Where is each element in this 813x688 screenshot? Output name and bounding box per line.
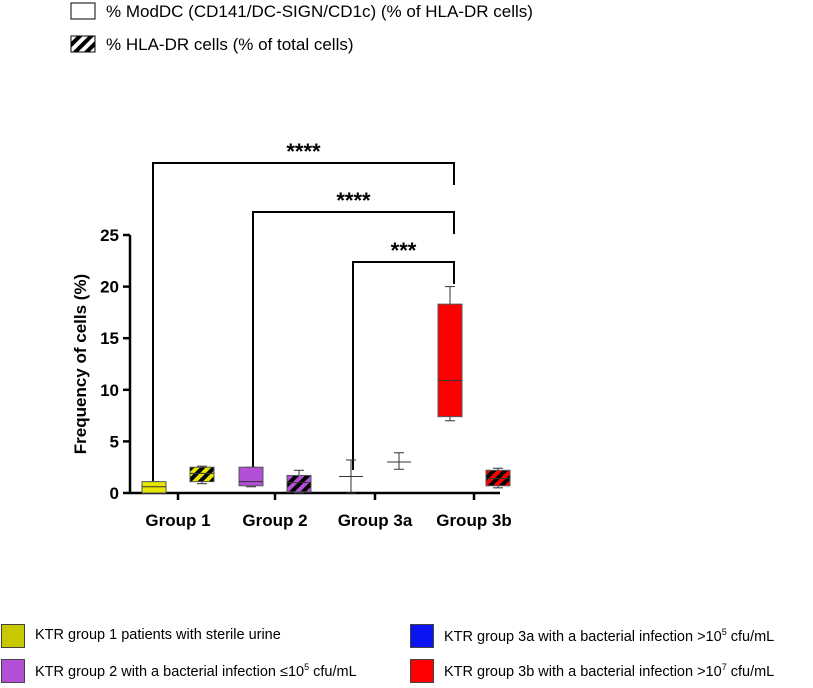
boxplot-1-group-2 [238,466,264,488]
y-tick-label-15: 15 [100,329,119,348]
legend-label-group-3b: KTR group 3b with a bacterial infection … [444,662,775,680]
significance-bracket-1: **** [152,139,455,493]
legend-swatch-group-2 [1,659,25,683]
legend-label-group-3a: KTR group 3a with a bacterial infection … [444,627,775,645]
bracket-line [252,211,455,482]
box-iqr [485,469,511,487]
significance-brackets: *********** [152,139,455,493]
boxplot-2-group-3a [387,452,411,470]
boxplot-2-group-1 [189,465,215,485]
box-iqr [141,481,167,494]
y-tick-label-25: 25 [100,226,119,245]
bracket-line [152,162,455,493]
chart: % ModDC (CD141/DC-SIGN/CD1c) (% of HLA-D… [70,2,533,530]
legend-swatch-group-1 [1,624,25,648]
significance-label: **** [286,139,321,164]
box-iqr [286,474,312,493]
legend-swatch-group-3a [410,624,434,648]
significance-label: **** [336,188,371,213]
box-iqr [437,303,463,418]
y-tick-label-10: 10 [100,381,119,400]
boxplot-1-group-1 [141,481,167,494]
legend-label-group-1: KTR group 1 patients with sterile urine [35,627,281,643]
boxplot-1-group-3a [339,459,363,494]
legend-label-1: % ModDC (CD141/DC-SIGN/CD1c) (% of HLA-D… [106,2,533,21]
bracket-line [352,261,455,470]
significance-bracket-2: **** [252,188,455,482]
x-tick-label-3: Group 3a [338,511,413,530]
y-axis-label: Frequency of cells (%) [71,274,90,454]
legend-swatch-1 [70,2,96,20]
boxplots [141,286,511,494]
legend-label-2: % HLA-DR cells (% of total cells) [106,35,354,54]
boxplot-1-group-3b [437,286,463,422]
legend-swatch-group-3b [410,659,434,683]
boxplot-2-group-2 [286,469,312,494]
legend-swatch-2 [70,35,96,53]
significance-bracket-3: *** [352,238,455,470]
box-iqr [238,466,264,487]
y-tick-label-20: 20 [100,278,119,297]
y-tick-label-0: 0 [110,484,119,503]
axes: 0 5 10 15 20 25 Group 1 Group 2 Group 3a Group 3b… [71,226,512,530]
y-tick-label-5: 5 [110,432,119,451]
top-legend: % ModDC (CD141/DC-SIGN/CD1c) (% of HLA-D… [70,2,533,54]
significance-label: *** [391,238,417,263]
x-tick-label-1: Group 1 [145,511,210,530]
boxplot-2-group-3b [485,467,511,489]
x-tick-label-2: Group 2 [242,511,307,530]
box-iqr [189,466,215,483]
x-tick-label-4: Group 3b [436,511,512,530]
legend-label-group-2: KTR group 2 with a bacterial infection ≤… [35,662,357,680]
